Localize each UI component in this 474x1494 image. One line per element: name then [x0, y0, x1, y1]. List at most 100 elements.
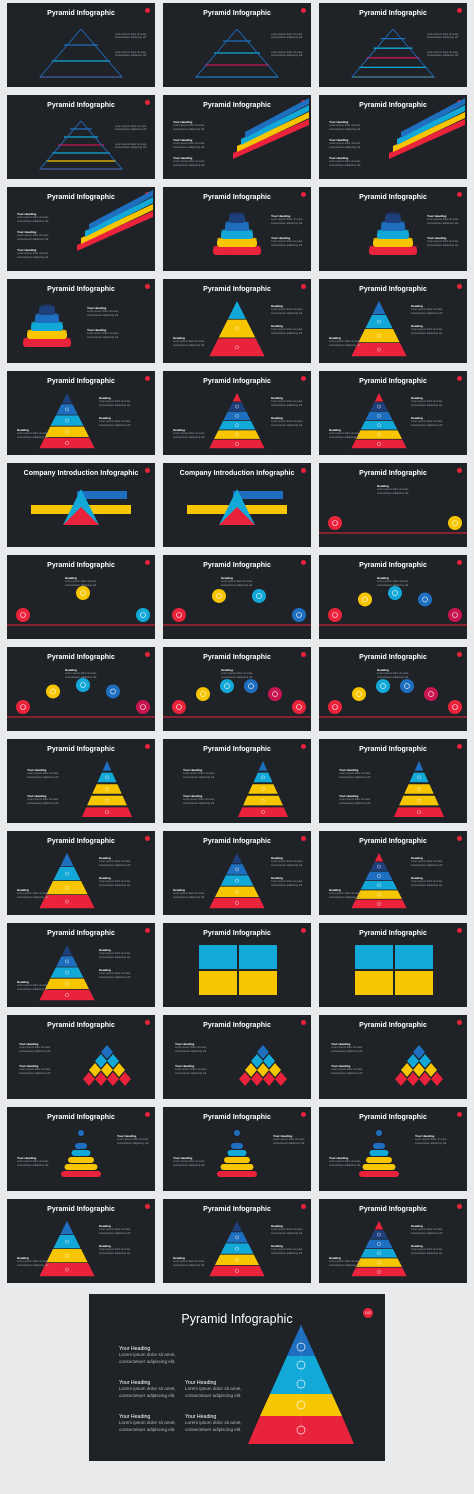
text-block: Heading Lorem ipsum dolor sit amet, consec…	[377, 668, 409, 679]
slide-thumbnail[interactable]: Pyramid Infographic Heading Lorem ipsum do…	[163, 1199, 311, 1283]
text-heading: Your Heading	[87, 306, 107, 310]
slide-thumbnail[interactable]: Pyramid Infographic Your Heading Lorem ips…	[7, 1107, 155, 1191]
slide-thumbnail[interactable]: Pyramid Infographic Heading Lorem ipsum do…	[7, 647, 155, 731]
slide-thumbnail[interactable]: Pyramid Infographic Your Heading Lorem ips…	[7, 739, 155, 823]
text-heading: Heading	[221, 576, 233, 580]
slide-thumbnail[interactable]: Pyramid Infographic Lorem ipsum dolor sit…	[319, 3, 467, 87]
slide-thumbnail[interactable]: Pyramid Infographic Heading Lorem ipsum do…	[319, 831, 467, 915]
text-block: Lorem ipsum dolor sit amet, consectetuer …	[427, 33, 459, 40]
slide-title: Pyramid Infographic	[47, 1206, 115, 1213]
text-block: Your Heading Lorem ipsum dolor sit amet, c…	[183, 794, 216, 805]
slide-thumbnail[interactable]: Pyramid Infographic	[319, 923, 467, 1007]
text-line: Lorem ipsum dolor sit amet,	[427, 33, 460, 36]
text-heading: Your Heading	[27, 768, 47, 772]
slide-thumbnail[interactable]: Pyramid Infographic Your Heading Lorem ips…	[163, 739, 311, 823]
text-line: consectetuer adipiscing elit.	[117, 1141, 149, 1145]
text-block: Heading Lorem ipsum dolor sit amet, consec…	[17, 888, 49, 899]
slide-thumbnail[interactable]: Pyramid Infographic Heading Lorem ipsum do…	[163, 371, 311, 455]
featured-slide[interactable]: Pyramid Infographic 102 Your Heading Lor…	[89, 1294, 385, 1461]
text-heading: Your Heading	[173, 120, 193, 124]
text-heading: Heading	[411, 1244, 423, 1248]
text-block: Heading Lorem ipsum dolor sit amet, consec…	[271, 1224, 303, 1235]
text-line: consectetuer adipiscing elit.	[331, 1049, 363, 1053]
text-line: Lorem ipsum dolor sit amet,	[183, 798, 216, 802]
slide-title: Pyramid Infographic	[47, 286, 115, 293]
slide-thumbnail[interactable]: Pyramid Infographic Heading Lorem ipsum do…	[319, 463, 467, 547]
text-block: Your Heading Lorem ipsum dolor sit amet, c…	[339, 768, 371, 779]
slide-number-badge	[301, 376, 306, 381]
slide-thumbnail[interactable]: Pyramid Infographic Your Heading Lorem ips…	[7, 1015, 155, 1099]
text-line: Lorem ipsum dolor sit amet,	[427, 51, 460, 54]
text-heading: Heading	[173, 428, 185, 432]
text-line: consectetuer adipiscing elit.	[65, 583, 97, 587]
text-heading: Heading	[411, 396, 423, 400]
slide-thumbnail[interactable]: Pyramid Infographic Heading Lorem ipsum do…	[319, 1199, 467, 1283]
text-block: Lorem ipsum dolor sit amet, consectetuer …	[271, 33, 303, 40]
slide-thumbnail[interactable]: Pyramid Infographic Your Heading Lorem ips…	[163, 1015, 311, 1099]
slide-thumbnail[interactable]: Pyramid Infographic Your Heading Lorem ips…	[319, 739, 467, 823]
text-line: consectetuer adipiscing elit.	[19, 1071, 51, 1075]
text-block: Your Heading Lorem ipsum dolor sit amet, c…	[339, 794, 371, 805]
slide-thumbnail[interactable]: Pyramid Infographic Your Heading Lorem ips…	[163, 1107, 311, 1191]
text-block: Your Heading Lorem ipsum dolor sit amet, c…	[17, 212, 49, 223]
text-block: Your Heading Lorem ipsum dolor sit amet, c…	[271, 214, 303, 225]
slide-number-badge	[301, 744, 306, 749]
slide-number-badge	[457, 1112, 462, 1117]
text-block: Heading Lorem ipsum dolor sit amet, consec…	[271, 856, 303, 867]
slide-thumbnail[interactable]: Pyramid Infographic Your Heading Lorem ips…	[7, 187, 155, 271]
text-heading: Heading	[411, 324, 423, 328]
slide-thumbnail[interactable]: Pyramid Infographic	[163, 923, 311, 1007]
slide-thumbnail[interactable]: Pyramid Infographic Your Heading Lorem ips…	[163, 187, 311, 271]
slide-thumbnail[interactable]: Pyramid Infographic Heading Lorem ipsum do…	[319, 647, 467, 731]
text-line: consectetuer adipiscing elit.	[271, 243, 303, 247]
text-block: Heading Lorem ipsum dolor sit amet, consec…	[271, 304, 303, 315]
slide-title: Pyramid Infographic	[359, 378, 427, 385]
slide-thumbnail[interactable]: Pyramid Infographic Heading Lorem ipsum do…	[7, 555, 155, 639]
slide-thumbnail[interactable]: Pyramid Infographic Heading Lorem ipsum do…	[7, 371, 155, 455]
featured-item-3: Your Heading Lorem ipsum dolor sit amet,…	[185, 1380, 242, 1399]
slide-graphic	[319, 679, 467, 718]
slide-thumbnail[interactable]: Pyramid Infographic Heading Lorem ipsum do…	[163, 647, 311, 731]
slide-thumbnail[interactable]: Pyramid Infographic Heading Lorem ipsum do…	[163, 831, 311, 915]
text-line: consectetuer adipiscing elit.	[415, 1141, 447, 1145]
featured-desc-line: Lorem ipsum dolor sit amet,	[185, 1386, 242, 1392]
text-line: Lorem ipsum dolor sit amet,	[173, 124, 206, 128]
featured-desc-line: consectetuer adipiscing elit.	[119, 1392, 176, 1398]
slide-thumbnail[interactable]: Pyramid Infographic Heading Lorem ipsum do…	[7, 923, 155, 1007]
slide-thumbnail[interactable]: Pyramid Infographic Lorem ipsum dolor sit…	[7, 3, 155, 87]
slide-thumbnail[interactable]: Pyramid Infographic Heading Lorem ipsum do…	[319, 371, 467, 455]
text-heading: Heading	[411, 1224, 423, 1228]
slide-graphic	[83, 1045, 131, 1086]
slide-thumbnail[interactable]: Pyramid Infographic Your Heading Lorem ips…	[319, 1015, 467, 1099]
slide-title: Pyramid Infographic	[47, 10, 115, 17]
text-block: Heading Lorem ipsum dolor sit amet, consec…	[99, 876, 131, 887]
slide-number-badge	[457, 1020, 462, 1025]
slide-thumbnail[interactable]: Pyramid Infographic Heading Lorem ipsum do…	[7, 831, 155, 915]
text-heading: Heading	[271, 876, 283, 880]
slide-thumbnail[interactable]: Company Introduction Infographic	[7, 463, 155, 547]
slide-thumbnail[interactable]: Pyramid Infographic Heading Lorem ipsum do…	[7, 1199, 155, 1283]
slide-graphic	[7, 678, 155, 718]
slide-graphic	[239, 1045, 287, 1086]
text-heading: Your Heading	[117, 1134, 137, 1138]
slide-thumbnail[interactable]: Pyramid Infographic Your Heading Lorem ips…	[319, 95, 467, 179]
text-heading: Heading	[65, 668, 77, 672]
slide-thumbnail[interactable]: Company Introduction Infographic	[163, 463, 311, 547]
slide-graphic	[351, 28, 435, 78]
slide-graphic	[217, 1130, 257, 1177]
slide-thumbnail[interactable]: Pyramid Infographic Your Heading Lorem ips…	[319, 1107, 467, 1191]
text-block: Heading Lorem ipsum dolor sit amet, consec…	[329, 1256, 361, 1267]
text-heading: Heading	[411, 856, 423, 860]
slide-thumbnail[interactable]: Pyramid Infographic Your Heading Lorem ips…	[163, 95, 311, 179]
slide-thumbnail[interactable]: Pyramid Infographic Heading Lorem ipsum do…	[319, 279, 467, 363]
slide-thumbnail[interactable]: Pyramid Infographic Heading Lorem ipsum do…	[319, 555, 467, 639]
slide-thumbnail[interactable]: Pyramid Infographic Your Heading Lorem ips…	[7, 279, 155, 363]
text-line: Lorem ipsum dolor sit amet,	[17, 1160, 50, 1164]
text-line: consectetuer adipiscing elit.	[17, 895, 49, 899]
slide-thumbnail[interactable]: Pyramid Infographic Lorem ipsum dolor sit…	[7, 95, 155, 179]
text-line: Lorem ipsum dolor sit amet,	[271, 400, 304, 404]
slide-thumbnail[interactable]: Pyramid Infographic Heading Lorem ipsum do…	[163, 279, 311, 363]
slide-thumbnail[interactable]: Pyramid Infographic Lorem ipsum dolor sit…	[163, 3, 311, 87]
slide-thumbnail[interactable]: Pyramid Infographic Your Heading Lorem ips…	[319, 187, 467, 271]
slide-thumbnail[interactable]: Pyramid Infographic Heading Lorem ipsum do…	[163, 555, 311, 639]
